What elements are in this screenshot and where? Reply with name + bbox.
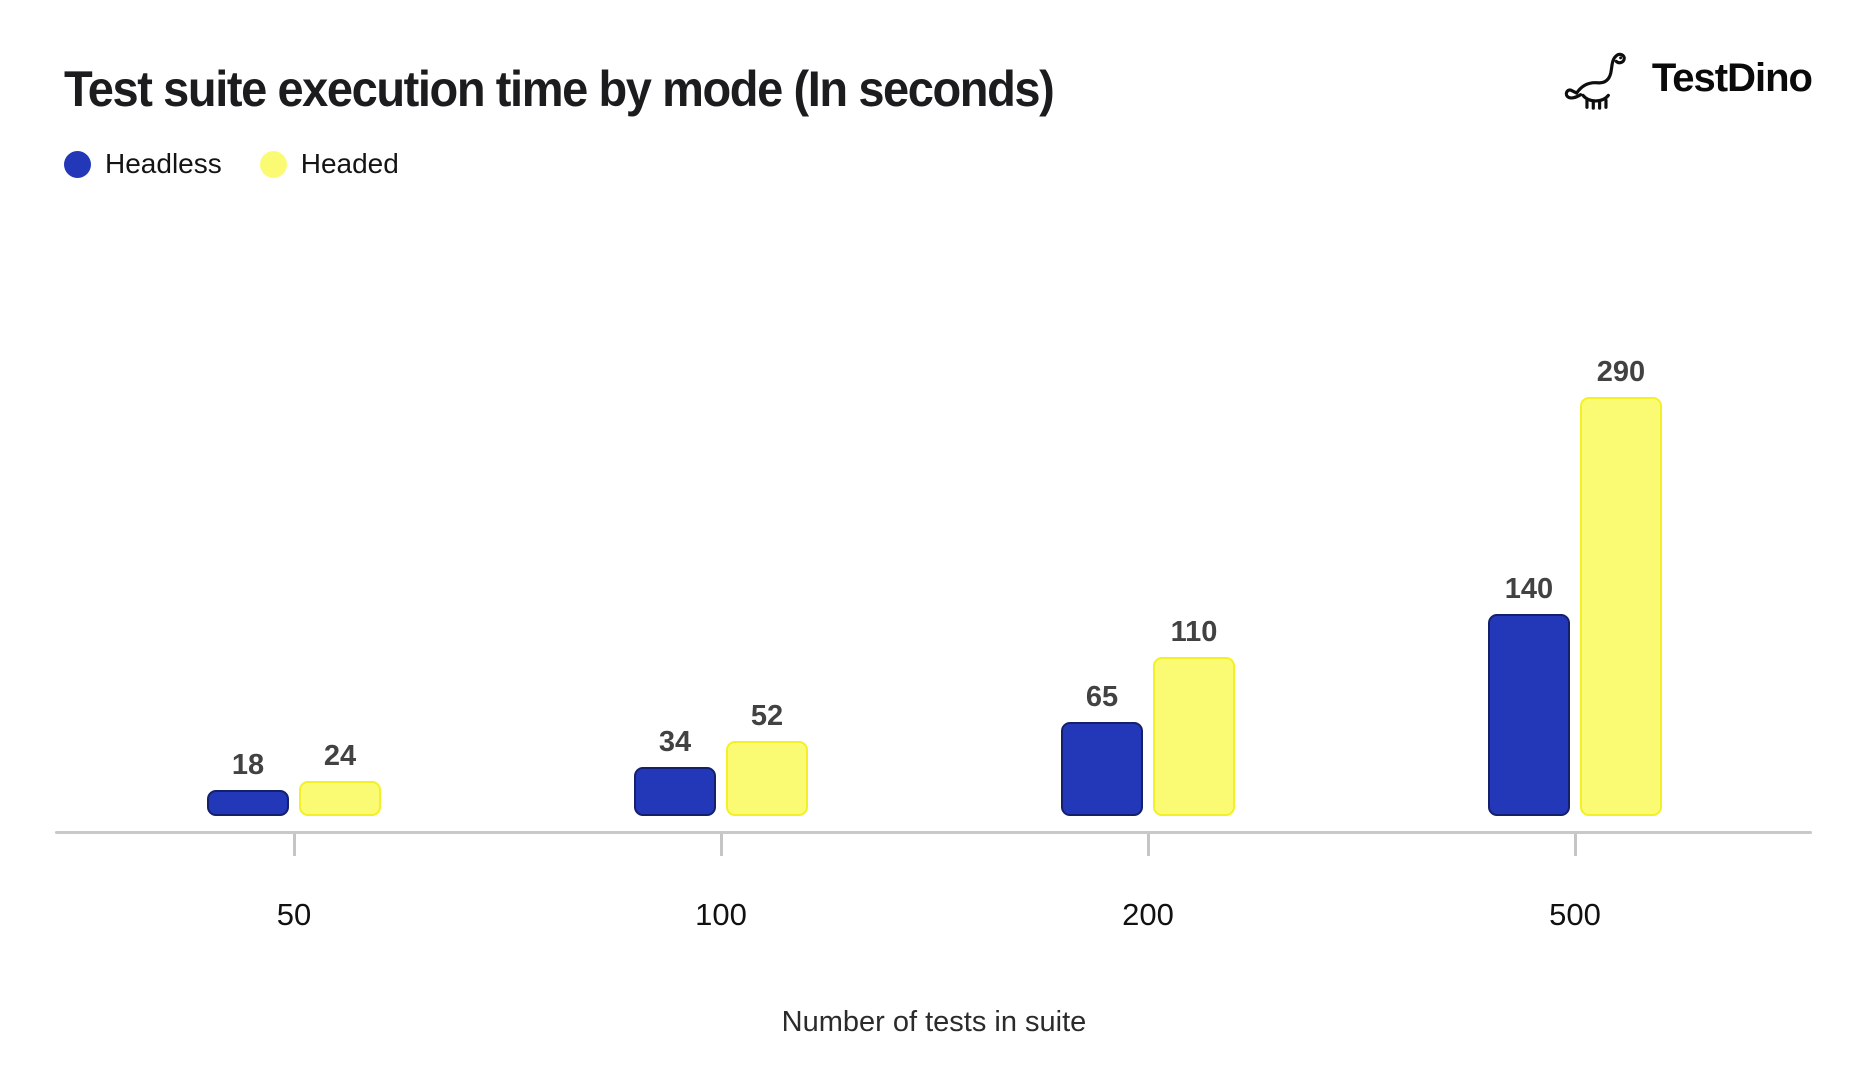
bar-headless-500 xyxy=(1488,614,1570,816)
bar-headless-50 xyxy=(207,790,289,816)
bar-headed-500 xyxy=(1580,397,1662,816)
bar-value-label: 290 xyxy=(1596,356,1646,388)
bar-value-label: 140 xyxy=(1504,573,1554,605)
dinosaur-icon xyxy=(1564,52,1626,110)
legend-swatch-icon xyxy=(259,150,287,178)
legend-label: Headed xyxy=(300,148,399,179)
bar-headed-200 xyxy=(1153,657,1235,816)
legend-item-headless: Headless xyxy=(64,148,222,180)
x-axis-tick xyxy=(292,834,296,856)
bar-headed-50 xyxy=(299,781,381,816)
legend: Headless Headed xyxy=(64,148,399,180)
bar-headless-100 xyxy=(634,767,716,816)
testdino-logo: TestDino xyxy=(1564,46,1813,110)
bar-value-label: 24 xyxy=(323,740,357,772)
x-axis-tick-label: 200 xyxy=(1122,897,1174,932)
chart-title: Test suite execution time by mode (In se… xyxy=(64,61,1055,117)
x-axis-title: Number of tests in suite xyxy=(781,1006,1087,1038)
bar-value-label: 34 xyxy=(658,726,692,758)
bar-value-label: 65 xyxy=(1085,681,1119,713)
legend-label: Headless xyxy=(105,148,222,179)
bar-value-label: 52 xyxy=(750,700,784,732)
x-axis-tick xyxy=(719,834,723,856)
x-axis-tick-label: 500 xyxy=(1549,897,1601,932)
bar-headed-100 xyxy=(726,741,808,816)
legend-swatch-icon xyxy=(64,150,91,178)
x-axis-tick xyxy=(1573,834,1577,856)
logo-text: TestDino xyxy=(1651,55,1813,100)
bar-headless-200 xyxy=(1061,722,1143,816)
x-axis-tick xyxy=(1146,834,1150,856)
legend-item-headed: Headed xyxy=(259,148,399,180)
bar-value-label: 110 xyxy=(1170,616,1218,648)
x-axis-line xyxy=(55,831,1812,834)
x-axis-tick-label: 50 xyxy=(276,897,312,932)
x-axis-tick-label: 100 xyxy=(695,897,747,932)
bar-value-label: 18 xyxy=(231,749,265,781)
